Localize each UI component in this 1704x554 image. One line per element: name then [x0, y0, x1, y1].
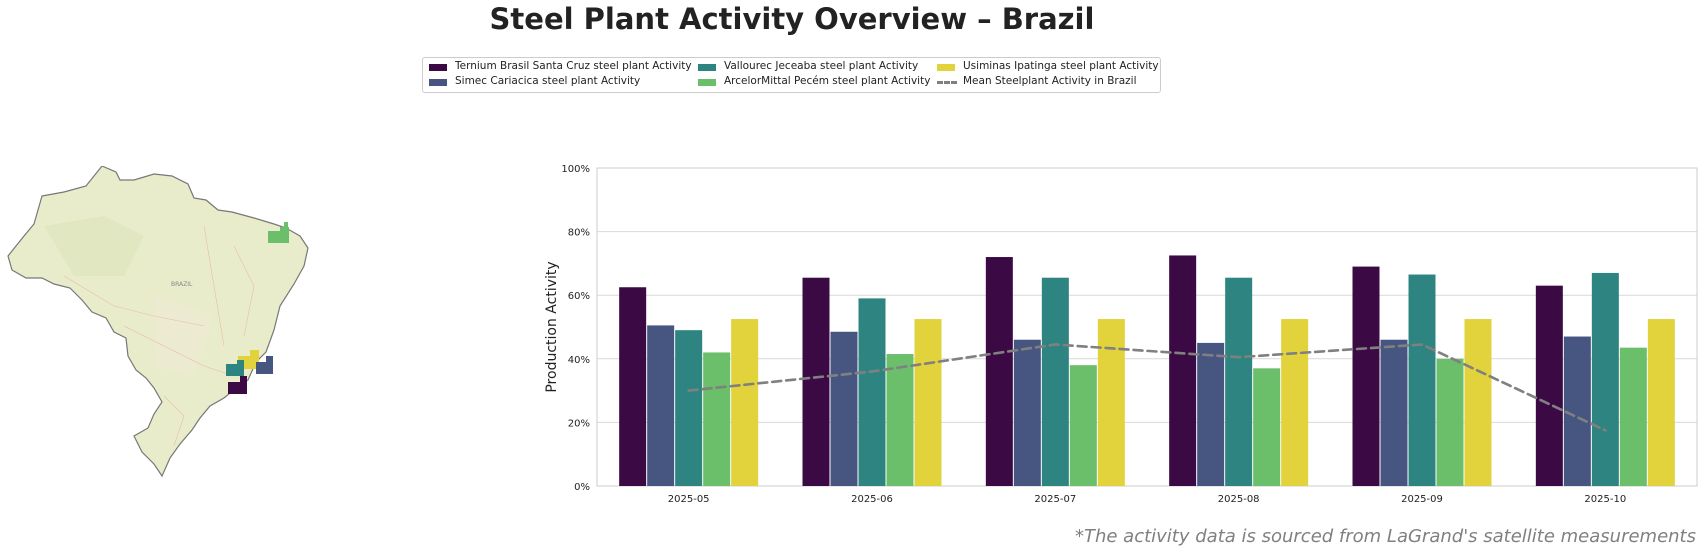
chart-legend: Ternium Brasil Santa Cruz steel plant Ac…: [422, 57, 1161, 93]
legend-color-swatch: [429, 64, 447, 71]
plot-frame: [596, 167, 1698, 487]
map-roads: [63, 225, 255, 447]
bar: [858, 298, 886, 486]
y-tick-label: 0%: [574, 482, 590, 493]
bar: [1041, 277, 1069, 486]
legend-label: Usiminas Ipatinga steel plant Activity: [963, 60, 1159, 72]
legend-item: Mean Steelplant Activity in Brazil: [937, 75, 1167, 89]
brazil-map: BRAZIL: [4, 165, 312, 486]
x-tick-label: 2025-06: [851, 494, 893, 505]
bar: [1097, 319, 1125, 486]
page-title: Steel Plant Activity Overview – Brazil: [489, 2, 1095, 36]
bar: [1281, 319, 1309, 486]
y-tick-label: 20%: [568, 418, 590, 429]
bar: [1197, 342, 1225, 486]
y-tick-label: 100%: [561, 164, 590, 175]
legend-item: Usiminas Ipatinga steel plant Activity: [937, 60, 1167, 74]
legend-item: Simec Cariacica steel plant Activity: [429, 75, 659, 89]
x-tick-label: 2025-09: [1401, 494, 1443, 505]
bar: [1408, 274, 1436, 486]
bar: [802, 277, 830, 486]
legend-item: ArcelorMittal Pecém steel plant Activity: [698, 75, 931, 89]
bar: [985, 257, 1013, 486]
x-tick-label: 2025-10: [1584, 494, 1626, 505]
x-tick-label: 2025-07: [1034, 494, 1076, 505]
legend-color-swatch: [698, 64, 716, 71]
data-source-footnote: *The activity data is sourced from LaGra…: [1074, 526, 1696, 547]
legend-item: Vallourec Jeceaba steel plant Activity: [698, 60, 928, 74]
bar: [830, 331, 858, 486]
bar: [703, 352, 731, 486]
x-tick-label: 2025-08: [1218, 494, 1260, 505]
plant-icon-arcelormittal-pecem: [268, 222, 289, 243]
y-tick-label: 80%: [568, 228, 590, 239]
bar: [1013, 339, 1041, 486]
plant-icon-vallourec-jeceaba: [226, 360, 244, 376]
bar: [1591, 272, 1619, 486]
y-axis-label: Production Activity: [544, 261, 560, 392]
bar: [619, 287, 647, 486]
y-tick-label: 40%: [568, 355, 590, 366]
bar: [1563, 336, 1591, 486]
legend-item: Ternium Brasil Santa Cruz steel plant Ac…: [429, 60, 692, 74]
map-forest-shade: [44, 216, 144, 276]
bar: [1647, 319, 1675, 486]
legend-label: Vallourec Jeceaba steel plant Activity: [724, 60, 919, 72]
x-tick-label: 2025-05: [668, 494, 710, 505]
legend-label: ArcelorMittal Pecém steel plant Activity: [724, 75, 931, 87]
bar: [1225, 277, 1253, 486]
bar: [886, 354, 914, 486]
legend-color-swatch: [698, 79, 716, 86]
bar: [1069, 365, 1097, 486]
bar: [1253, 368, 1281, 486]
brazil-map-svg: BRAZIL: [4, 165, 312, 486]
plant-icon-simec-cariacica: [256, 356, 273, 374]
bar: [1619, 347, 1647, 486]
legend-color-swatch: [429, 79, 447, 86]
map-plateau-shade: [154, 296, 214, 376]
bar: [675, 330, 703, 486]
bar: [1380, 339, 1408, 486]
bar: [647, 325, 675, 486]
legend-label: Mean Steelplant Activity in Brazil: [963, 75, 1137, 87]
legend-label: Ternium Brasil Santa Cruz steel plant Ac…: [455, 60, 692, 72]
y-tick-label: 60%: [568, 291, 590, 302]
map-country-label: BRAZIL: [171, 281, 193, 288]
plant-icon-ternium-santa-cruz: [228, 376, 247, 394]
bar: [731, 319, 759, 486]
bar: [1436, 358, 1464, 486]
legend-label: Simec Cariacica steel plant Activity: [455, 75, 641, 87]
bar: [1464, 319, 1492, 486]
bar: [1535, 285, 1563, 486]
bar: [1169, 255, 1197, 486]
legend-line-swatch: [937, 81, 957, 84]
legend-color-swatch: [937, 64, 955, 71]
mean-activity-line: [687, 343, 1607, 432]
bar: [914, 319, 942, 486]
bar: [1352, 266, 1380, 486]
